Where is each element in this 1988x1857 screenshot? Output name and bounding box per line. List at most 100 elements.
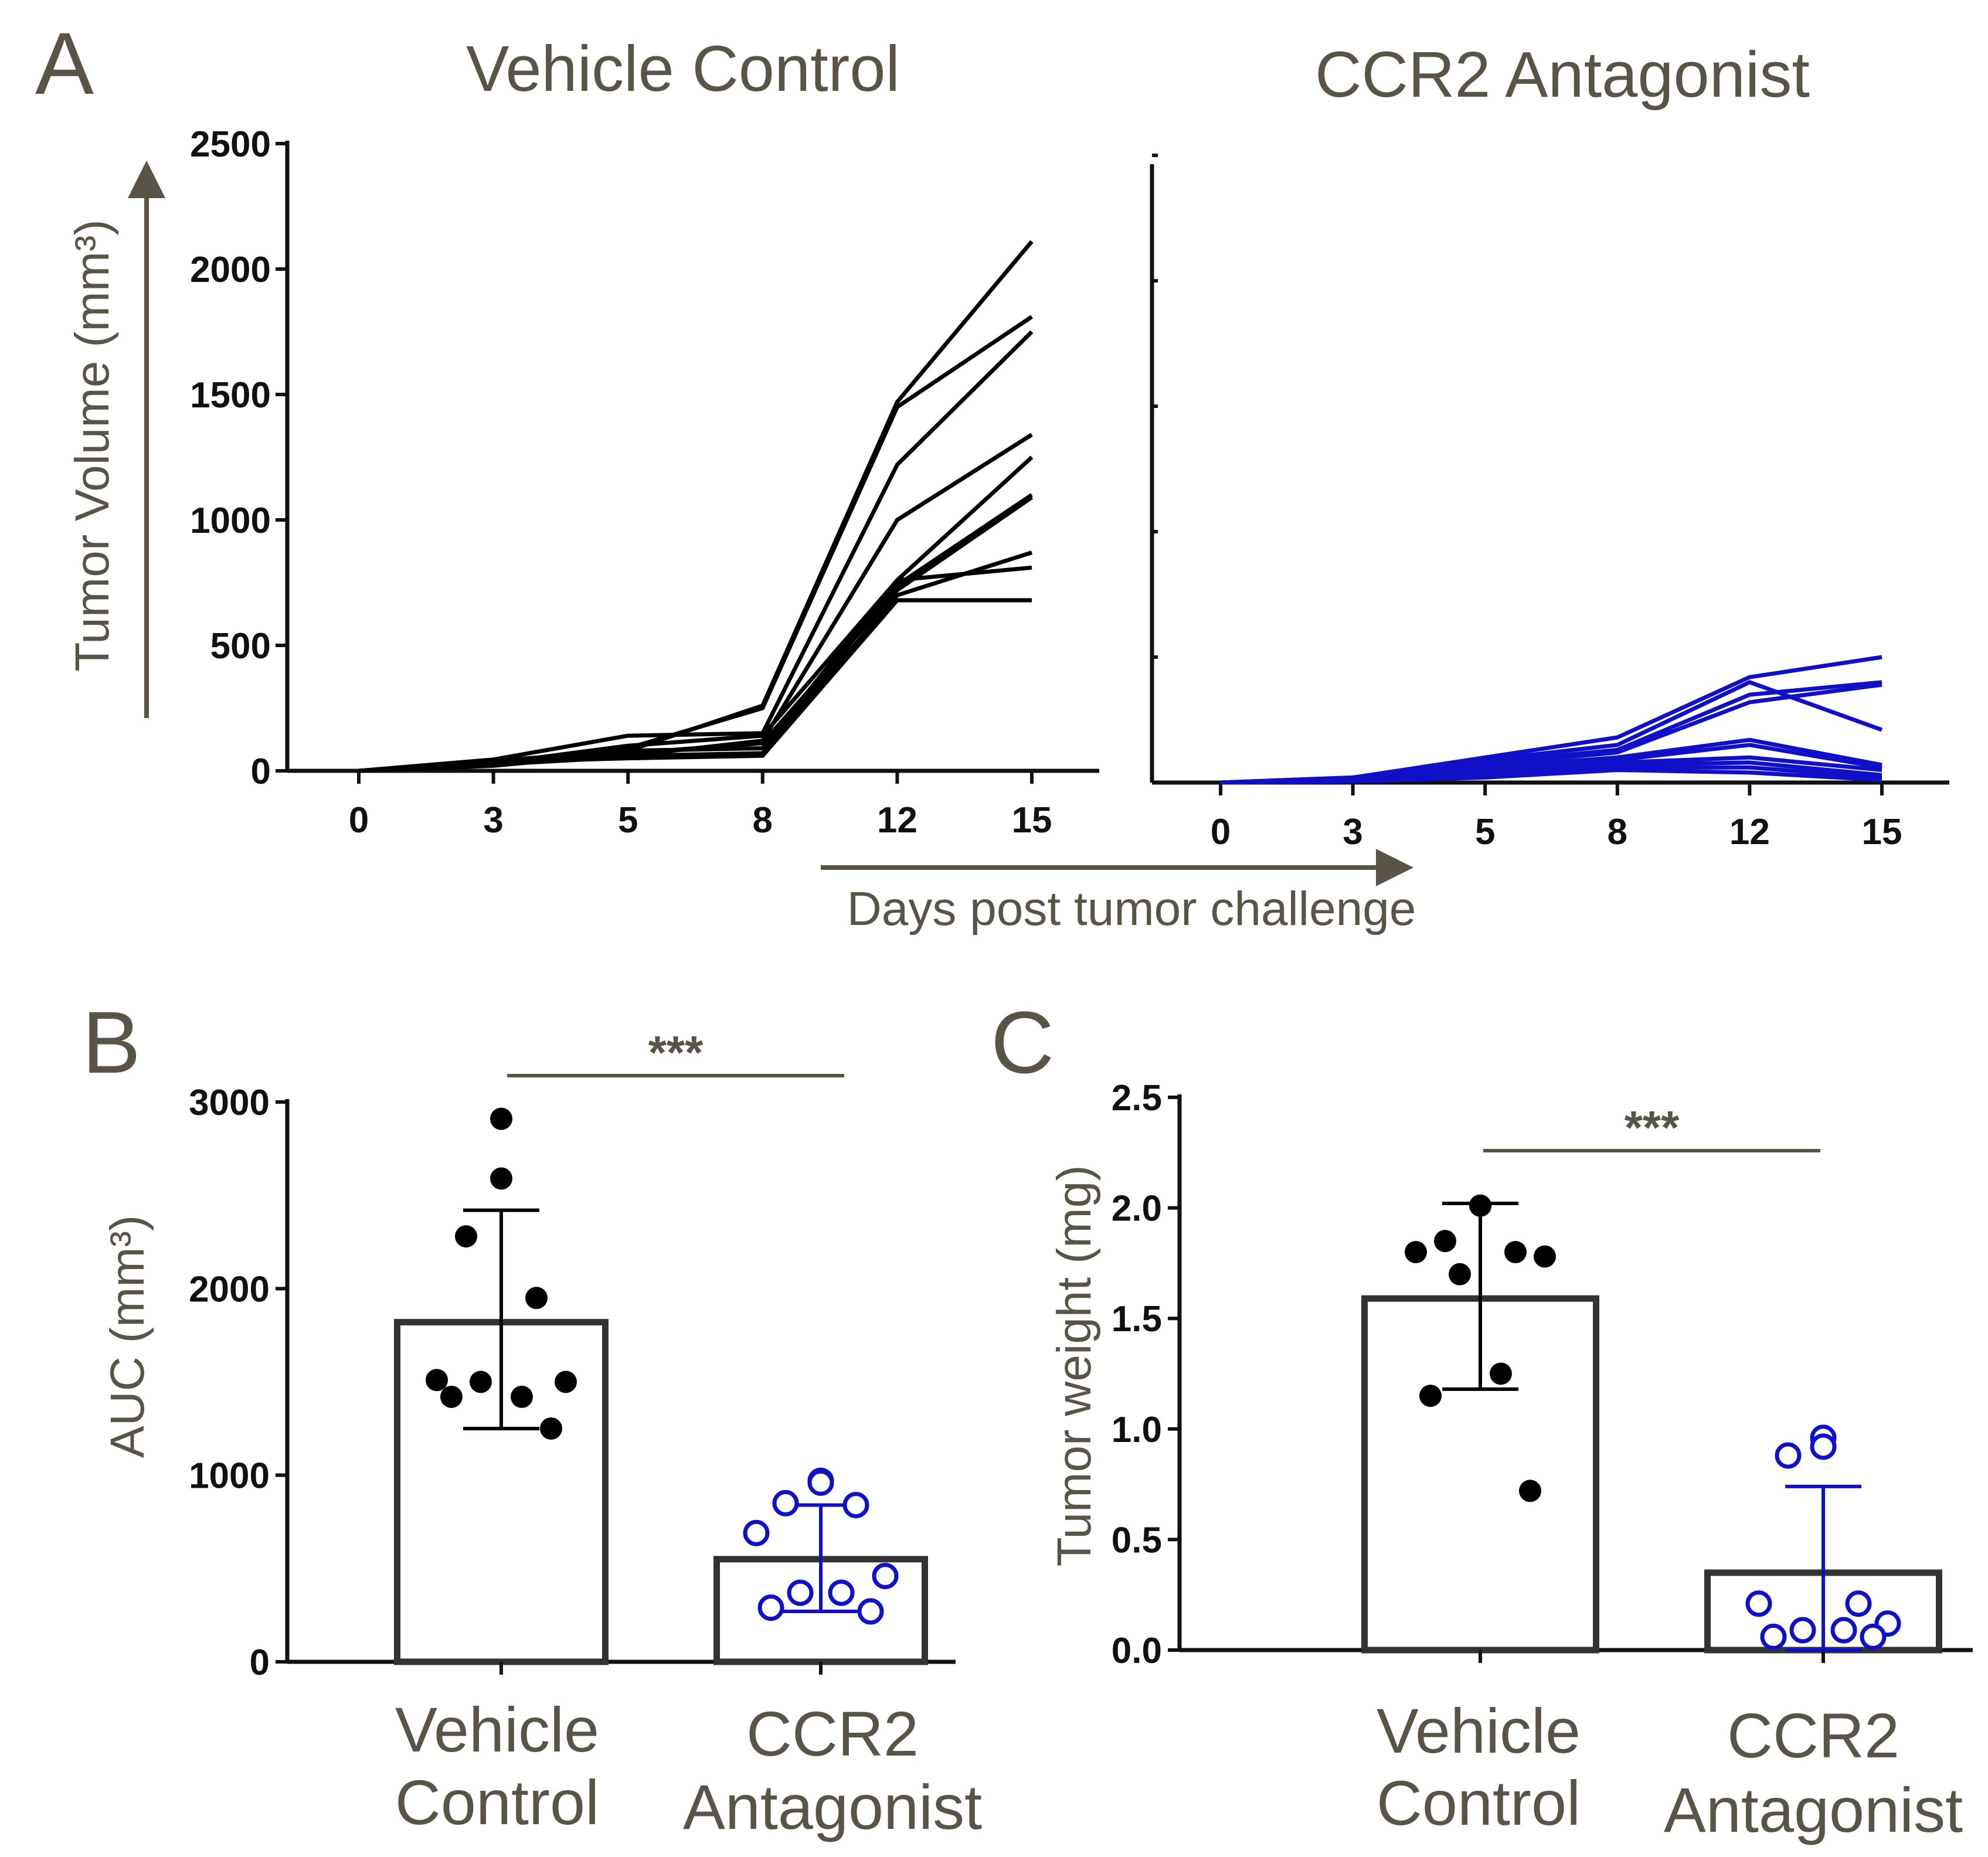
- data-point-vehicle: [426, 1369, 448, 1392]
- data-point-antagonist: [1830, 1617, 1857, 1644]
- panel-c: C Tumor weight (mg) 0.0 0.5 1.0 1.5 2.0 2.5 **…: [991, 993, 1973, 1845]
- data-point-vehicle: [1534, 1245, 1556, 1268]
- data-point-antagonist: [772, 1489, 799, 1516]
- series-line-8: [358, 550, 1033, 773]
- y-tick-label: 1000: [189, 1456, 270, 1497]
- category-label-c-antagonist-2: Antagonist: [1664, 1774, 1963, 1845]
- y-tick-label: 1.0: [1112, 1410, 1162, 1450]
- x-tick-label: 12: [877, 800, 917, 841]
- x-tick-label: 3: [483, 800, 503, 841]
- y-tick-label: 1500: [190, 375, 271, 416]
- data-point-antagonist: [842, 1492, 869, 1519]
- category-label-c-vehicle-1: Vehicle: [1377, 1695, 1581, 1766]
- data-point-antagonist: [1775, 1442, 1802, 1469]
- series-line-9: [358, 565, 1032, 773]
- data-point-vehicle: [1449, 1263, 1471, 1285]
- data-point-vehicle: [1405, 1241, 1427, 1264]
- category-label-c-vehicle-2: Control: [1377, 1767, 1581, 1838]
- data-point-vehicle: [1504, 1241, 1527, 1264]
- category-label-b-antagonist-1: CCR2: [746, 1698, 919, 1769]
- data-point-antagonist: [757, 1594, 784, 1621]
- x-tick-label: 8: [753, 800, 773, 841]
- series-line-3: [358, 330, 1034, 773]
- series-line-10: [1220, 768, 1882, 785]
- x-tick-label: 3: [1343, 812, 1362, 852]
- category-label-b-antagonist-2: Antagonist: [683, 1771, 982, 1842]
- y-axis-label-c: Tumor weight (mg): [1048, 1165, 1101, 1567]
- y-tick-label: 2.0: [1112, 1189, 1162, 1229]
- y-tick-label: 3000: [189, 1083, 270, 1123]
- data-point-vehicle: [1434, 1230, 1456, 1253]
- category-label-c-antagonist-1: CCR2: [1727, 1700, 1899, 1771]
- data-point-vehicle: [1519, 1480, 1541, 1502]
- data-point-vehicle: [525, 1287, 548, 1310]
- panel-letter-b: B: [82, 993, 141, 1091]
- x-tick-label: 0: [1211, 812, 1231, 852]
- data-point-antagonist: [787, 1579, 814, 1606]
- bar-chart-auc: 0 1000 2000 3000 ***: [189, 1026, 956, 1683]
- series-line-2: [358, 315, 1033, 773]
- data-point-vehicle: [540, 1417, 562, 1440]
- category-label-b-vehicle-1: Vehicle: [395, 1694, 599, 1765]
- y-tick-label: 1000: [190, 501, 271, 541]
- x-tick-label: 0: [349, 800, 369, 841]
- x-tick-label: 12: [1729, 812, 1770, 852]
- data-point-vehicle: [440, 1385, 463, 1408]
- data-point-vehicle: [1469, 1194, 1491, 1217]
- y-tick-label: 0.0: [1112, 1631, 1162, 1671]
- data-point-antagonist: [1810, 1433, 1837, 1460]
- y-tick-label: 2000: [189, 1269, 270, 1310]
- data-point-antagonist: [1760, 1623, 1787, 1650]
- significance-label: ***: [1625, 1101, 1680, 1154]
- panel-b: B AUC (mm³) 0 1000 2000 3000 *** Vehicle Con…: [82, 993, 982, 1842]
- y-tick-label: 0: [250, 1642, 270, 1683]
- data-point-vehicle: [555, 1370, 577, 1393]
- series-line-5: [358, 455, 1034, 773]
- y-tick-label: 0: [251, 751, 271, 792]
- data-point-antagonist: [743, 1519, 770, 1546]
- chart-title-vehicle: Vehicle Control: [466, 33, 900, 105]
- y-tick-label: 2000: [190, 250, 271, 290]
- category-label-b-vehicle-2: Control: [395, 1767, 599, 1838]
- y-tick-label: 500: [210, 626, 271, 666]
- data-point-antagonist: [872, 1563, 899, 1590]
- series-line-1: [358, 240, 1034, 773]
- y-tick-label: 2.5: [1112, 1078, 1162, 1118]
- series-line-4: [358, 433, 1033, 773]
- y-axis-label-a: Tumor Volume (mm³): [66, 219, 119, 671]
- bar-chart-weight: 0.0 0.5 1.0 1.5 2.0 2.5 ***: [1112, 1078, 1973, 1671]
- data-point-vehicle: [455, 1225, 477, 1248]
- chart-title-antagonist: CCR2 Antagonist: [1315, 39, 1810, 111]
- y-axis-label-b: AUC (mm³): [101, 1215, 154, 1458]
- x-tick-label: 8: [1608, 812, 1627, 852]
- data-point-antagonist: [828, 1579, 855, 1606]
- data-point-vehicle: [490, 1107, 512, 1130]
- x-tick-label: 15: [1012, 800, 1052, 841]
- y-tick-label: 0.5: [1112, 1520, 1162, 1560]
- data-point-antagonist: [1789, 1617, 1816, 1644]
- significance-label: ***: [648, 1026, 704, 1079]
- data-point-vehicle: [1490, 1362, 1512, 1385]
- panel-a: A Vehicle Control CCR2 Antagonist Tumor …: [35, 14, 1949, 936]
- x-axis-label-a: Days post tumor challenge: [847, 882, 1416, 936]
- line-chart-vehicle: 0 500 1000 1500 2000 2500 0 3 5 8 12 15: [190, 124, 1099, 841]
- line-chart-antagonist: 0 3 5 8 12 15: [1150, 154, 1949, 852]
- panel-letter-a: A: [35, 14, 94, 113]
- x-tick-label: 5: [618, 800, 638, 841]
- x-tick-label: 5: [1475, 812, 1495, 852]
- y-tick-label: 1.5: [1112, 1299, 1162, 1339]
- data-point-vehicle: [511, 1385, 533, 1408]
- data-point-antagonist: [807, 1469, 834, 1496]
- data-point-antagonist: [1745, 1590, 1772, 1617]
- data-point-antagonist: [1860, 1623, 1887, 1650]
- x-tick-label: 15: [1862, 812, 1902, 852]
- panel-letter-c: C: [991, 993, 1054, 1091]
- y-tick-label: 2500: [190, 124, 271, 165]
- data-point-antagonist: [857, 1598, 884, 1625]
- series-line-10: [358, 598, 1032, 773]
- data-point-vehicle: [470, 1370, 492, 1393]
- data-point-vehicle: [1419, 1385, 1442, 1407]
- data-point-antagonist: [1845, 1590, 1872, 1617]
- data-point-vehicle: [490, 1167, 512, 1190]
